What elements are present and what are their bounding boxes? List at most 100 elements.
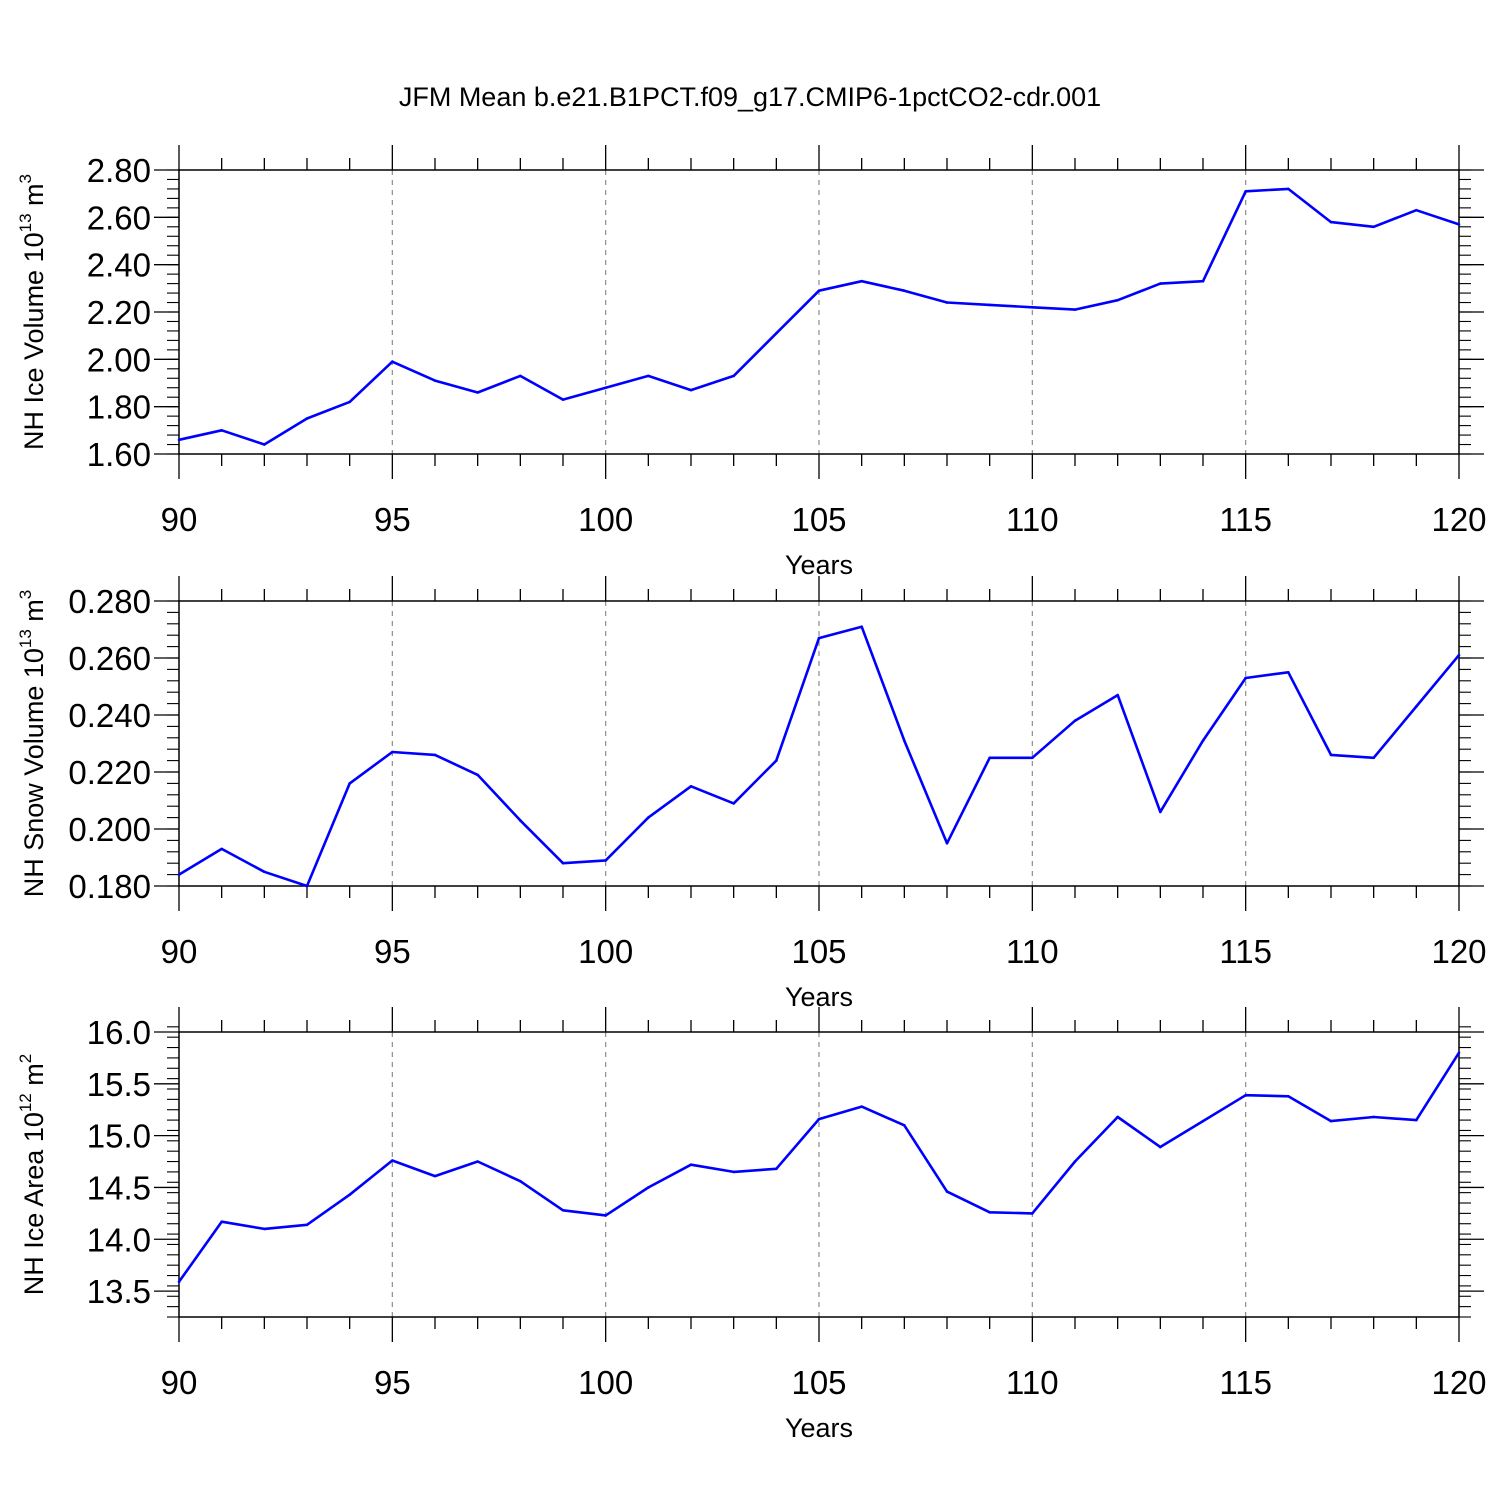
x-tick-label: 105	[791, 501, 846, 538]
x-tick-label: 95	[374, 933, 411, 970]
data-point	[177, 873, 181, 876]
data-point	[860, 625, 863, 628]
data-point	[263, 1227, 266, 1231]
data-point	[348, 1193, 351, 1197]
data-point	[1329, 1119, 1333, 1123]
y-tick-label: 2.80	[87, 152, 151, 189]
data-point	[1201, 739, 1205, 742]
x-tick-label: 110	[1006, 501, 1059, 538]
data-point	[177, 438, 181, 442]
y-tick-label: 15.0	[87, 1118, 151, 1155]
data-point	[1031, 305, 1034, 309]
data-point	[1244, 676, 1247, 680]
data-point	[1329, 220, 1333, 224]
y-tick-label: 15.5	[87, 1066, 151, 1103]
data-point	[988, 756, 991, 760]
x-tick-label: 90	[161, 933, 198, 970]
data-point	[519, 819, 522, 822]
data-point	[1201, 1119, 1205, 1123]
data-point	[305, 884, 309, 888]
data-point	[817, 636, 821, 640]
data-point	[1201, 279, 1205, 283]
chart-panels: 1.60 1.80 2.00 2.20 2.40 2.60 2.80 90 95 100 105 11…	[16, 145, 1487, 1443]
data-point	[604, 386, 607, 390]
x-tick-label: 95	[374, 1364, 411, 1401]
data-point	[775, 332, 778, 335]
data-point	[1372, 756, 1375, 760]
y-tick-label: 1.60	[87, 436, 151, 473]
data-point	[1073, 308, 1077, 311]
data-point	[1244, 1093, 1247, 1097]
data-point	[988, 303, 991, 307]
data-point	[1031, 756, 1034, 760]
data-point	[1073, 719, 1077, 722]
x-tick-label: 115	[1219, 501, 1272, 538]
data-point	[689, 784, 693, 788]
data-point	[263, 443, 266, 446]
data-point	[647, 374, 650, 378]
y-tick-label: 13.5	[87, 1273, 151, 1310]
y-tick-label: 0.260	[68, 640, 151, 677]
data-point	[732, 374, 735, 378]
data-point	[305, 1223, 309, 1227]
data-point	[1415, 208, 1418, 212]
y-tick-label: 0.240	[68, 697, 151, 734]
data-point	[903, 289, 906, 293]
data-point	[1372, 225, 1375, 229]
panel-ice-volume: 1.60 1.80 2.00 2.20 2.40 2.60 2.80 90 95 100 105 11…	[16, 145, 1487, 580]
data-point	[433, 1174, 437, 1178]
data-point	[1116, 693, 1119, 697]
y-tick-label: 14.5	[87, 1169, 151, 1206]
data-point	[519, 374, 522, 378]
data-point	[1031, 1212, 1034, 1215]
data-point	[860, 1105, 863, 1108]
data-point	[220, 847, 223, 851]
data-point	[391, 1159, 394, 1162]
x-tick-label: 100	[578, 1364, 633, 1401]
data-point	[945, 301, 949, 304]
data-point	[903, 739, 906, 742]
x-tick-label: 90	[161, 501, 198, 538]
data-point	[1159, 282, 1162, 285]
data-point	[775, 759, 778, 762]
data-point	[177, 1280, 181, 1284]
data-point	[433, 753, 437, 757]
x-tick-label: 105	[791, 1364, 846, 1401]
data-point	[1287, 187, 1290, 191]
panel-snow-volume: 0.180 0.200 0.220 0.240 0.260 0.280 90 95 100 105…	[16, 576, 1487, 1012]
data-point	[1329, 753, 1333, 757]
x-tick-label: 120	[1431, 501, 1486, 538]
data-point	[689, 1163, 693, 1166]
data-point	[1073, 1160, 1077, 1163]
x-tick-label: 95	[374, 501, 411, 538]
y-tick-label: 1.80	[87, 389, 151, 426]
y-tick-label: 0.220	[68, 754, 151, 791]
x-tick-label: 100	[578, 933, 633, 970]
y-tick-label: 0.280	[68, 583, 151, 620]
data-point	[732, 1170, 735, 1174]
data-point	[1116, 1115, 1119, 1119]
data-point	[220, 1220, 223, 1223]
data-point	[561, 1208, 565, 1212]
data-point	[476, 1160, 479, 1163]
data-point	[348, 782, 351, 785]
data-point	[860, 279, 863, 283]
data-point	[988, 1211, 991, 1214]
data-point	[732, 802, 735, 805]
data-point	[476, 773, 479, 777]
data-point	[1244, 190, 1247, 193]
x-axis-label: Years	[785, 1413, 853, 1443]
data-point	[903, 1123, 906, 1127]
y-tick-label: 2.00	[87, 341, 151, 378]
x-tick-label: 115	[1219, 1364, 1272, 1401]
data-point	[817, 289, 821, 293]
x-axis-label: Years	[785, 550, 853, 580]
data-point	[817, 1117, 821, 1121]
data-point	[647, 1186, 650, 1189]
data-point	[1159, 1145, 1162, 1149]
y-tick-label: 2.60	[87, 199, 151, 236]
x-tick-label: 110	[1006, 933, 1059, 970]
panel-ice-area: 13.5 14.0 14.5 15.0 15.5 16.0 90 95 100 105 110 115…	[16, 1007, 1487, 1443]
data-point	[561, 398, 565, 401]
